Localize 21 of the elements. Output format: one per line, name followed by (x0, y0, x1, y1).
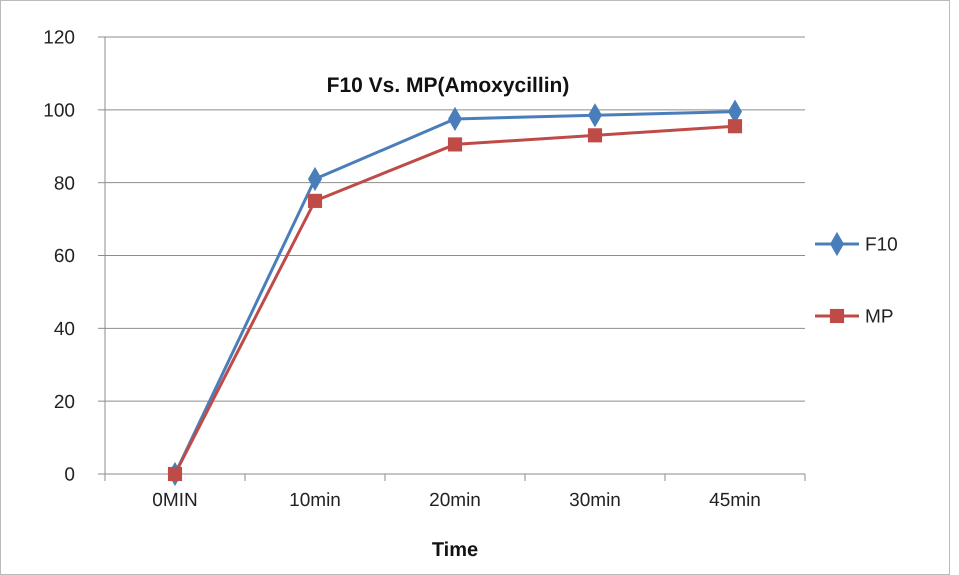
point (308, 194, 322, 208)
point (168, 466, 182, 482)
x-axis-title: Time (432, 539, 478, 561)
y-tick-label: 80 (54, 173, 75, 194)
legend-label: F10 (865, 234, 898, 256)
text: F10 Vs. MP(Amoxycillin) (326, 74, 570, 97)
y-tick-label: 0 (64, 464, 75, 486)
x-tick-label: 30min (569, 490, 621, 511)
y-tick-label: 20 (54, 392, 75, 413)
x-tick-label: 20min (429, 490, 481, 511)
y-tick-label: 100 (43, 100, 75, 122)
y-tick-label: 120 (43, 28, 75, 49)
point (448, 137, 462, 152)
y-tick-label: 60 (54, 246, 75, 268)
point (588, 128, 602, 142)
point (728, 119, 742, 134)
x-tick-label: 45min (709, 490, 761, 511)
legend-label: MP (865, 306, 894, 328)
x-tick-label: 10min (289, 490, 341, 511)
y-tick-label: 40 (54, 318, 75, 340)
x-tick-label: 0MIN (152, 490, 198, 511)
